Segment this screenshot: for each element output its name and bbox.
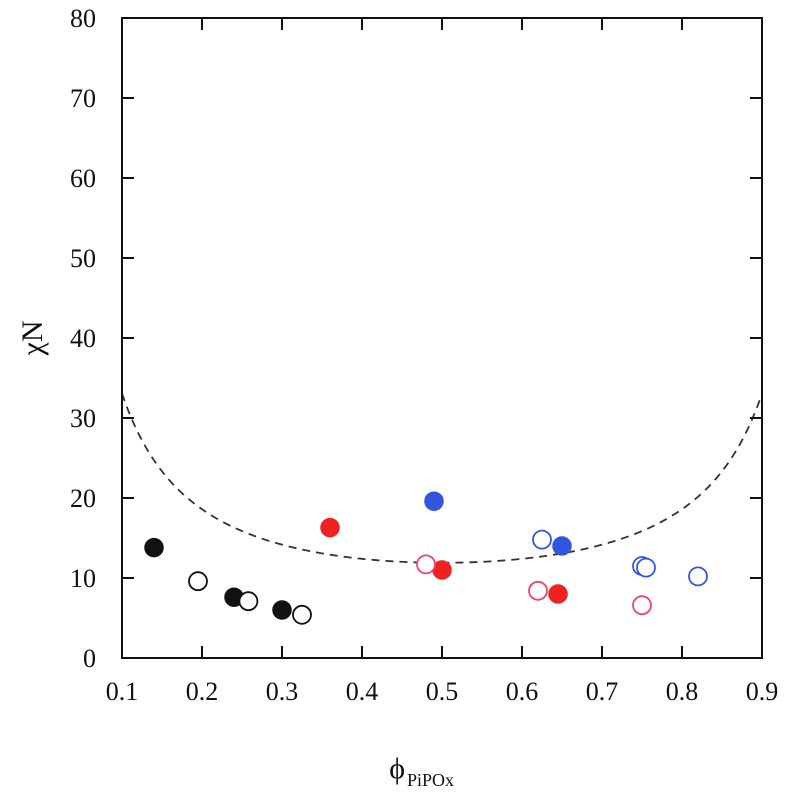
filled-black-point [144,537,164,558]
open-blue-point [636,557,656,578]
y-tick-label: 70 [70,84,96,113]
y-tick-label: 80 [70,4,96,33]
x-axis-label: ϕ [389,752,405,785]
y-tick-label: 50 [70,244,96,273]
open-blue-point [532,529,552,550]
x-tick-label: 0.2 [186,677,219,706]
spinodal-dashed-curve [121,393,763,564]
open-black-point [292,604,312,625]
filled-black-point [272,600,292,620]
x-tick-label: 0.6 [506,677,539,706]
x-axis-label-subscript: PiPOx [407,770,454,790]
x-tick-label: 0.1 [106,677,139,706]
open-pink-point [632,595,652,616]
y-tick-label: 20 [70,484,96,513]
x-tick-label: 0.8 [666,677,699,706]
axis-ticks-layer: 0.1 0.2 0.3 0.4 0.5 0.6 0.7 0.8 0.9 0 10 20 30 40 50 60… [70,4,778,706]
open-pink-point [528,580,548,601]
filled-blue-point [552,536,572,556]
x-tick-label: 0.7 [586,677,619,706]
open-black-point [188,571,208,592]
filled-blue-point [424,491,444,511]
y-tick-label: 0 [83,644,96,673]
x-tick-label: 0.4 [346,677,379,706]
spinodal-curve-layer [121,393,763,564]
filled-red-point [320,517,340,538]
y-axis-label: χN [16,321,49,357]
x-tick-label: 0.9 [746,677,779,706]
y-tick-label: 60 [70,164,96,193]
data-points-layer [144,491,708,625]
open-blue-point [688,566,708,587]
filled-red-point [548,584,568,604]
x-tick-label: 0.5 [426,677,459,706]
y-tick-label: 10 [70,564,96,593]
open-pink-point [416,554,436,575]
open-black-point [238,591,259,612]
y-tick-label: 30 [70,404,96,433]
y-tick-label: 40 [70,324,96,353]
x-tick-label: 0.3 [266,677,299,706]
